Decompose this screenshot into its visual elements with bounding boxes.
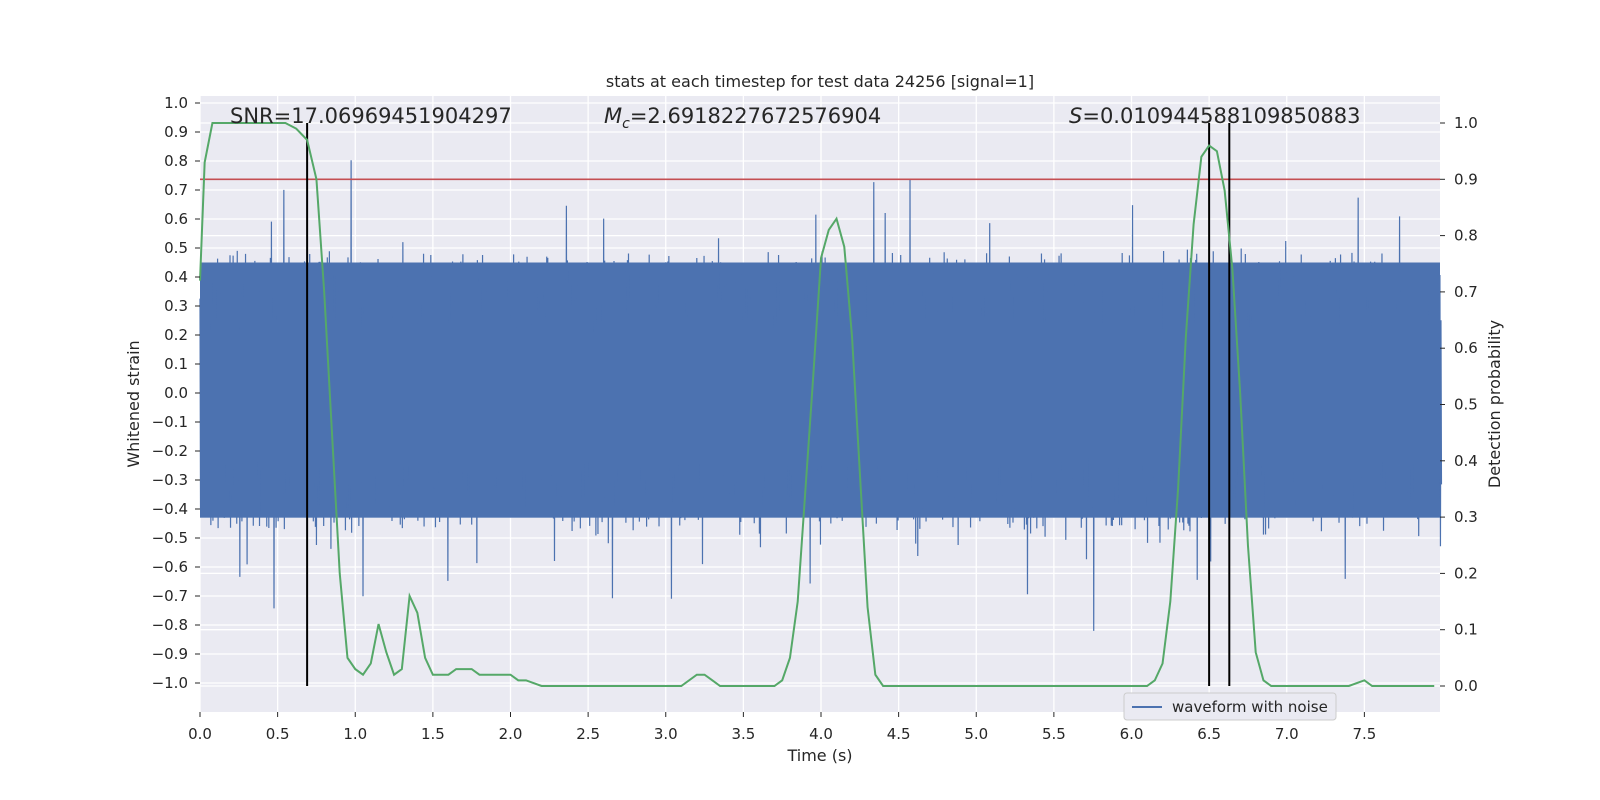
x-tick-label: 0.0 <box>188 725 212 743</box>
y-tick-label: 0.9 <box>164 123 188 141</box>
y-tick-label: 0.7 <box>164 181 188 199</box>
y-tick-label: 0.1 <box>164 355 188 373</box>
chirp-mass-annotation: Mc=2.6918227672576904 <box>604 104 881 132</box>
y-tick-label: 0.3 <box>164 297 188 315</box>
x-tick-label: 5.0 <box>964 725 988 743</box>
y-tick-label: −0.5 <box>152 529 188 547</box>
y2-tick-label: 0.8 <box>1454 227 1478 245</box>
y-tick-label: 0.6 <box>164 210 188 228</box>
mc-symbol: M <box>604 104 622 128</box>
mc-subscript: c <box>622 116 630 132</box>
y2-ticks: 1.0 0.9 0.8 0.7 0.6 0.5 0.4 0.3 0.2 0.1 0.0 <box>1440 114 1478 695</box>
y2-tick-label: 0.4 <box>1454 452 1478 470</box>
chart-title: stats at each timestep for test data 242… <box>606 72 1034 91</box>
x-tick-label: 2.5 <box>576 725 600 743</box>
y-tick-label: −0.4 <box>152 500 188 518</box>
y-tick-label: −0.9 <box>152 645 188 663</box>
x-tick-label: 6.0 <box>1120 725 1144 743</box>
snr-annotation: SNR=17.06969451904297 <box>230 104 512 128</box>
x-tick-label: 2.0 <box>499 725 523 743</box>
overlay-lines <box>200 123 1440 686</box>
legend: waveform with noise <box>1123 692 1337 721</box>
y2-tick-label: 0.1 <box>1454 621 1478 639</box>
y-tick-label: −1.0 <box>152 674 188 692</box>
y-tick-label: 0.8 <box>164 152 188 170</box>
legend-entry-waveform: waveform with noise <box>1172 698 1328 716</box>
x-tick-label: 4.5 <box>887 725 911 743</box>
x-tick-label: 1.5 <box>421 725 445 743</box>
waveform-series <box>199 160 1443 631</box>
y-tick-label: −0.2 <box>152 442 188 460</box>
x-axis-label: Time (s) <box>786 746 852 765</box>
legend-box <box>1123 692 1337 721</box>
x-tick-label: 4.0 <box>809 725 833 743</box>
x-tick-label: 7.5 <box>1352 725 1376 743</box>
y-tick-label: 0.5 <box>164 239 188 257</box>
y2-tick-label: 0.9 <box>1454 170 1478 188</box>
s-value: =0.010944588109850883 <box>1082 104 1360 128</box>
x-tick-label: 5.5 <box>1042 725 1066 743</box>
x-ticks: 0.0 0.5 1.0 1.5 2.0 2.5 3.0 3.5 4.0 4.5 5.0 5.5 6.0 6… <box>188 712 1376 743</box>
y-ticks: 1.0 0.9 0.8 0.7 0.6 0.5 0.4 0.3 0.2 0.1 0.0 −0.1 −0.… <box>152 94 200 692</box>
waveform-line <box>199 160 1443 631</box>
y-tick-label: 0.2 <box>164 326 188 344</box>
y2-tick-label: 0.0 <box>1454 677 1478 695</box>
y2-tick-label: 0.7 <box>1454 283 1478 301</box>
y-tick-label: 0.4 <box>164 268 188 286</box>
y-axis-label: Whitened strain <box>124 340 143 467</box>
y-tick-label: −0.3 <box>152 471 188 489</box>
y2-tick-label: 0.2 <box>1454 564 1478 582</box>
mc-value: =2.6918227672576904 <box>630 104 881 128</box>
detection-series <box>199 122 1435 687</box>
y-tick-label: 1.0 <box>164 94 188 112</box>
x-tick-label: 3.5 <box>731 725 755 743</box>
s-symbol: S <box>1069 104 1082 128</box>
y-tick-label: −0.8 <box>152 616 188 634</box>
y-tick-label: 0.0 <box>164 384 188 402</box>
y2-tick-label: 0.5 <box>1454 396 1478 414</box>
y2-tick-label: 0.3 <box>1454 508 1478 526</box>
y-tick-label: −0.1 <box>152 413 188 431</box>
x-tick-label: 0.5 <box>266 725 290 743</box>
y2-tick-label: 0.6 <box>1454 339 1478 357</box>
y2-axis-label: Detection probability <box>1485 320 1504 488</box>
detection-probability-line <box>199 122 1435 687</box>
y-tick-label: −0.6 <box>152 558 188 576</box>
x-tick-label: 3.0 <box>654 725 678 743</box>
spin-annotation: S=0.010944588109850883 <box>1069 104 1360 128</box>
y-tick-label: −0.7 <box>152 587 188 605</box>
x-tick-label: 1.0 <box>343 725 367 743</box>
x-tick-label: 6.5 <box>1197 725 1221 743</box>
x-tick-label: 7.0 <box>1275 725 1299 743</box>
y2-tick-label: 1.0 <box>1454 114 1478 132</box>
